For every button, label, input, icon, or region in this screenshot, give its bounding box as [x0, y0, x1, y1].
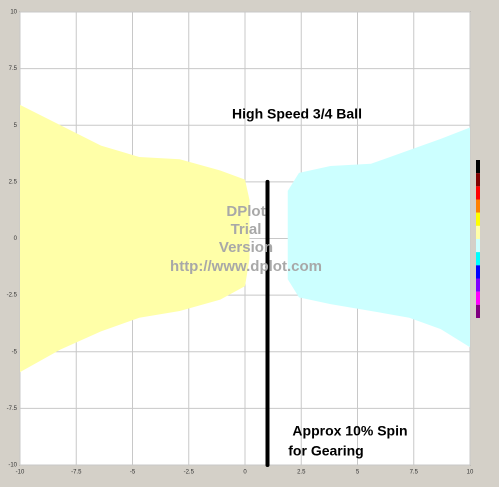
colorbar-swatch: [476, 278, 480, 292]
y-tick-label: -5: [12, 349, 18, 355]
y-tick-label: -10: [8, 463, 17, 469]
y-tick-label: 10: [10, 10, 17, 16]
y-tick-label: -2.5: [7, 293, 18, 299]
y-tick-label: 5: [14, 123, 18, 129]
watermark: Version: [219, 239, 273, 256]
watermark: DPlot: [226, 203, 265, 220]
y-tick-label: 7.5: [9, 66, 18, 72]
y-tick-label: 0: [14, 236, 18, 242]
colorbar-swatch: [476, 265, 480, 279]
x-tick-label: 7.5: [410, 470, 419, 476]
region: [20, 104, 250, 373]
x-tick-label: 10: [467, 470, 474, 476]
y-tick-label: -7.5: [7, 406, 18, 412]
annotation: Approx 10% Spin: [292, 423, 407, 439]
colorbar: [476, 160, 480, 318]
x-tick-label: 0: [243, 470, 247, 476]
colorbar-swatch: [476, 225, 480, 239]
y-tick-label: 2.5: [9, 179, 18, 185]
x-tick-label: 5: [356, 470, 360, 476]
region: [287, 127, 470, 348]
colorbar-swatch: [476, 239, 480, 253]
x-tick-label: -7.5: [71, 470, 82, 476]
colorbar-swatch: [476, 186, 480, 200]
colorbar-swatch: [476, 252, 480, 266]
watermark: http://www.dplot.com: [170, 258, 322, 275]
colorbar-swatch: [476, 212, 480, 226]
x-tick-label: 2.5: [297, 470, 306, 476]
x-tick-label: -10: [16, 470, 25, 476]
colorbar-swatch: [476, 173, 480, 187]
colorbar-swatch: [476, 199, 480, 213]
annotation: High Speed 3/4 Ball: [232, 106, 362, 122]
annotation: for Gearing: [288, 443, 363, 459]
x-tick-label: -5: [130, 470, 136, 476]
x-tick-label: -2.5: [184, 470, 195, 476]
colorbar-swatch: [476, 291, 480, 305]
colorbar-swatch: [476, 304, 480, 318]
watermark: Trial: [231, 221, 262, 238]
colorbar-swatch: [476, 160, 480, 174]
regions: [20, 104, 470, 373]
